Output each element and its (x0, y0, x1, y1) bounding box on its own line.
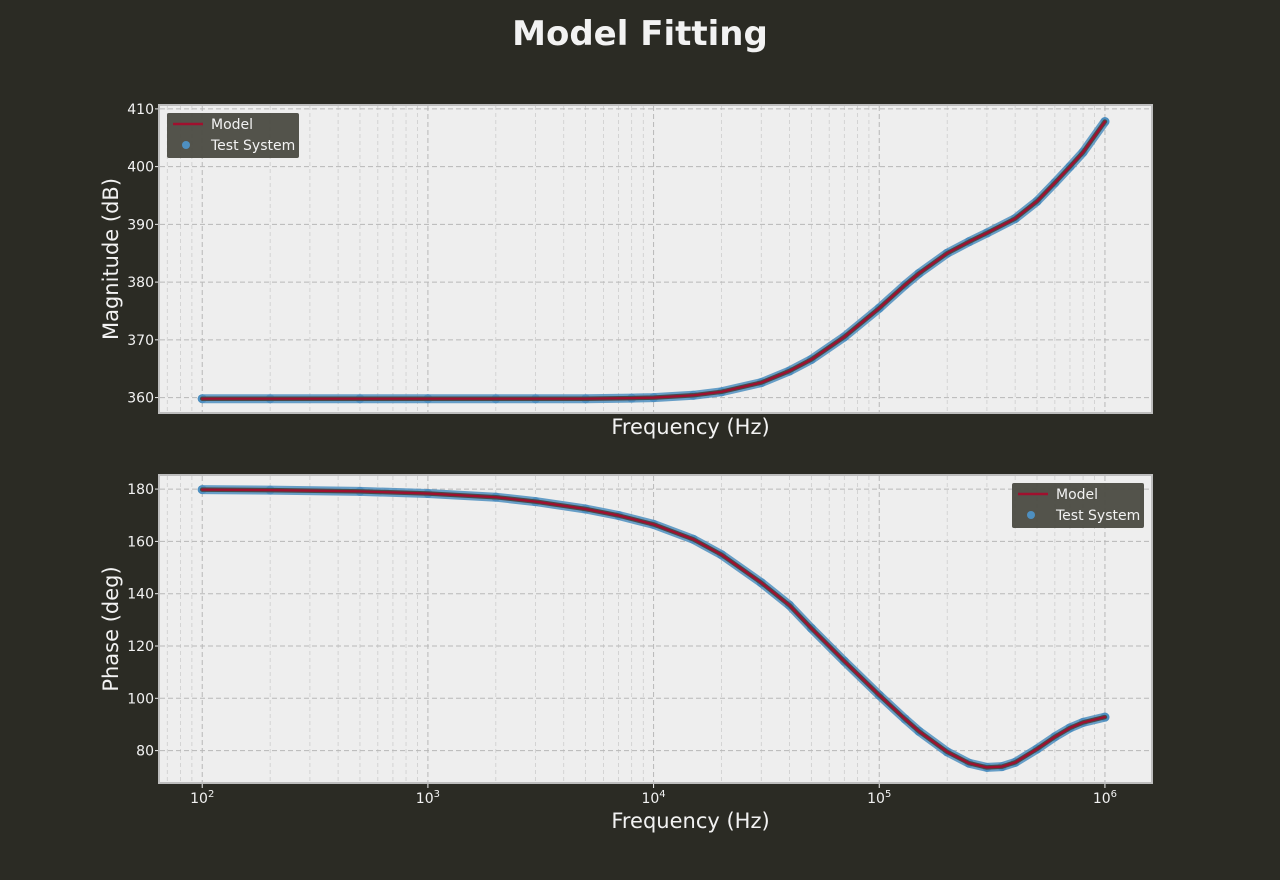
legend-test-system-swatch (182, 141, 190, 149)
y-tick-label: 140 (127, 587, 154, 603)
legend-test-system-swatch (1027, 511, 1035, 519)
x-tick-label: 106 (1093, 789, 1117, 807)
y-tick-label: 370 (127, 333, 154, 349)
legend: Model Test System (167, 113, 299, 158)
phase-subplot: 80 100 120 140 160 180 102 103 104 105 106 Frequenc… (99, 474, 1153, 833)
x-axis-label: Frequency (Hz) (611, 415, 769, 439)
legend-model-label: Model (1056, 487, 1098, 503)
legend-test-system-label: Test System (1055, 508, 1140, 524)
x-tick-label: 102 (190, 789, 214, 807)
y-axis-label: Phase (deg) (99, 566, 123, 691)
model-line (201, 488, 1106, 769)
x-tick-label: 105 (867, 789, 891, 807)
legend-test-system-label: Test System (210, 138, 295, 154)
y-tick-label: 380 (127, 275, 154, 291)
y-tick-label: 180 (127, 482, 154, 498)
y-axis-label: Magnitude (dB) (99, 178, 123, 340)
y-tick-label: 100 (127, 691, 154, 707)
model-line (201, 120, 1106, 400)
plot-area (197, 485, 1110, 772)
y-tick-label: 360 (127, 391, 154, 407)
x-tick-label: 103 (416, 789, 440, 807)
y-tick-label: 160 (127, 534, 154, 550)
y-tick-label: 80 (136, 744, 154, 760)
legend: Model Test System (1012, 483, 1144, 528)
y-tick-label: 400 (127, 160, 154, 176)
legend-model-label: Model (211, 117, 253, 133)
x-tick-label: 104 (641, 789, 665, 807)
x-axis-label: Frequency (Hz) (611, 809, 769, 833)
y-tick-label: 120 (127, 639, 154, 655)
magnitude-subplot: 360 370 380 390 400 410 Frequency (Hz) Magnitud… (99, 102, 1153, 439)
axes-background (160, 106, 1151, 412)
plot-area (197, 117, 1110, 404)
y-tick-label: 410 (127, 102, 154, 118)
y-tick-label: 390 (127, 217, 154, 233)
chart-title: Model Fitting (512, 14, 768, 54)
